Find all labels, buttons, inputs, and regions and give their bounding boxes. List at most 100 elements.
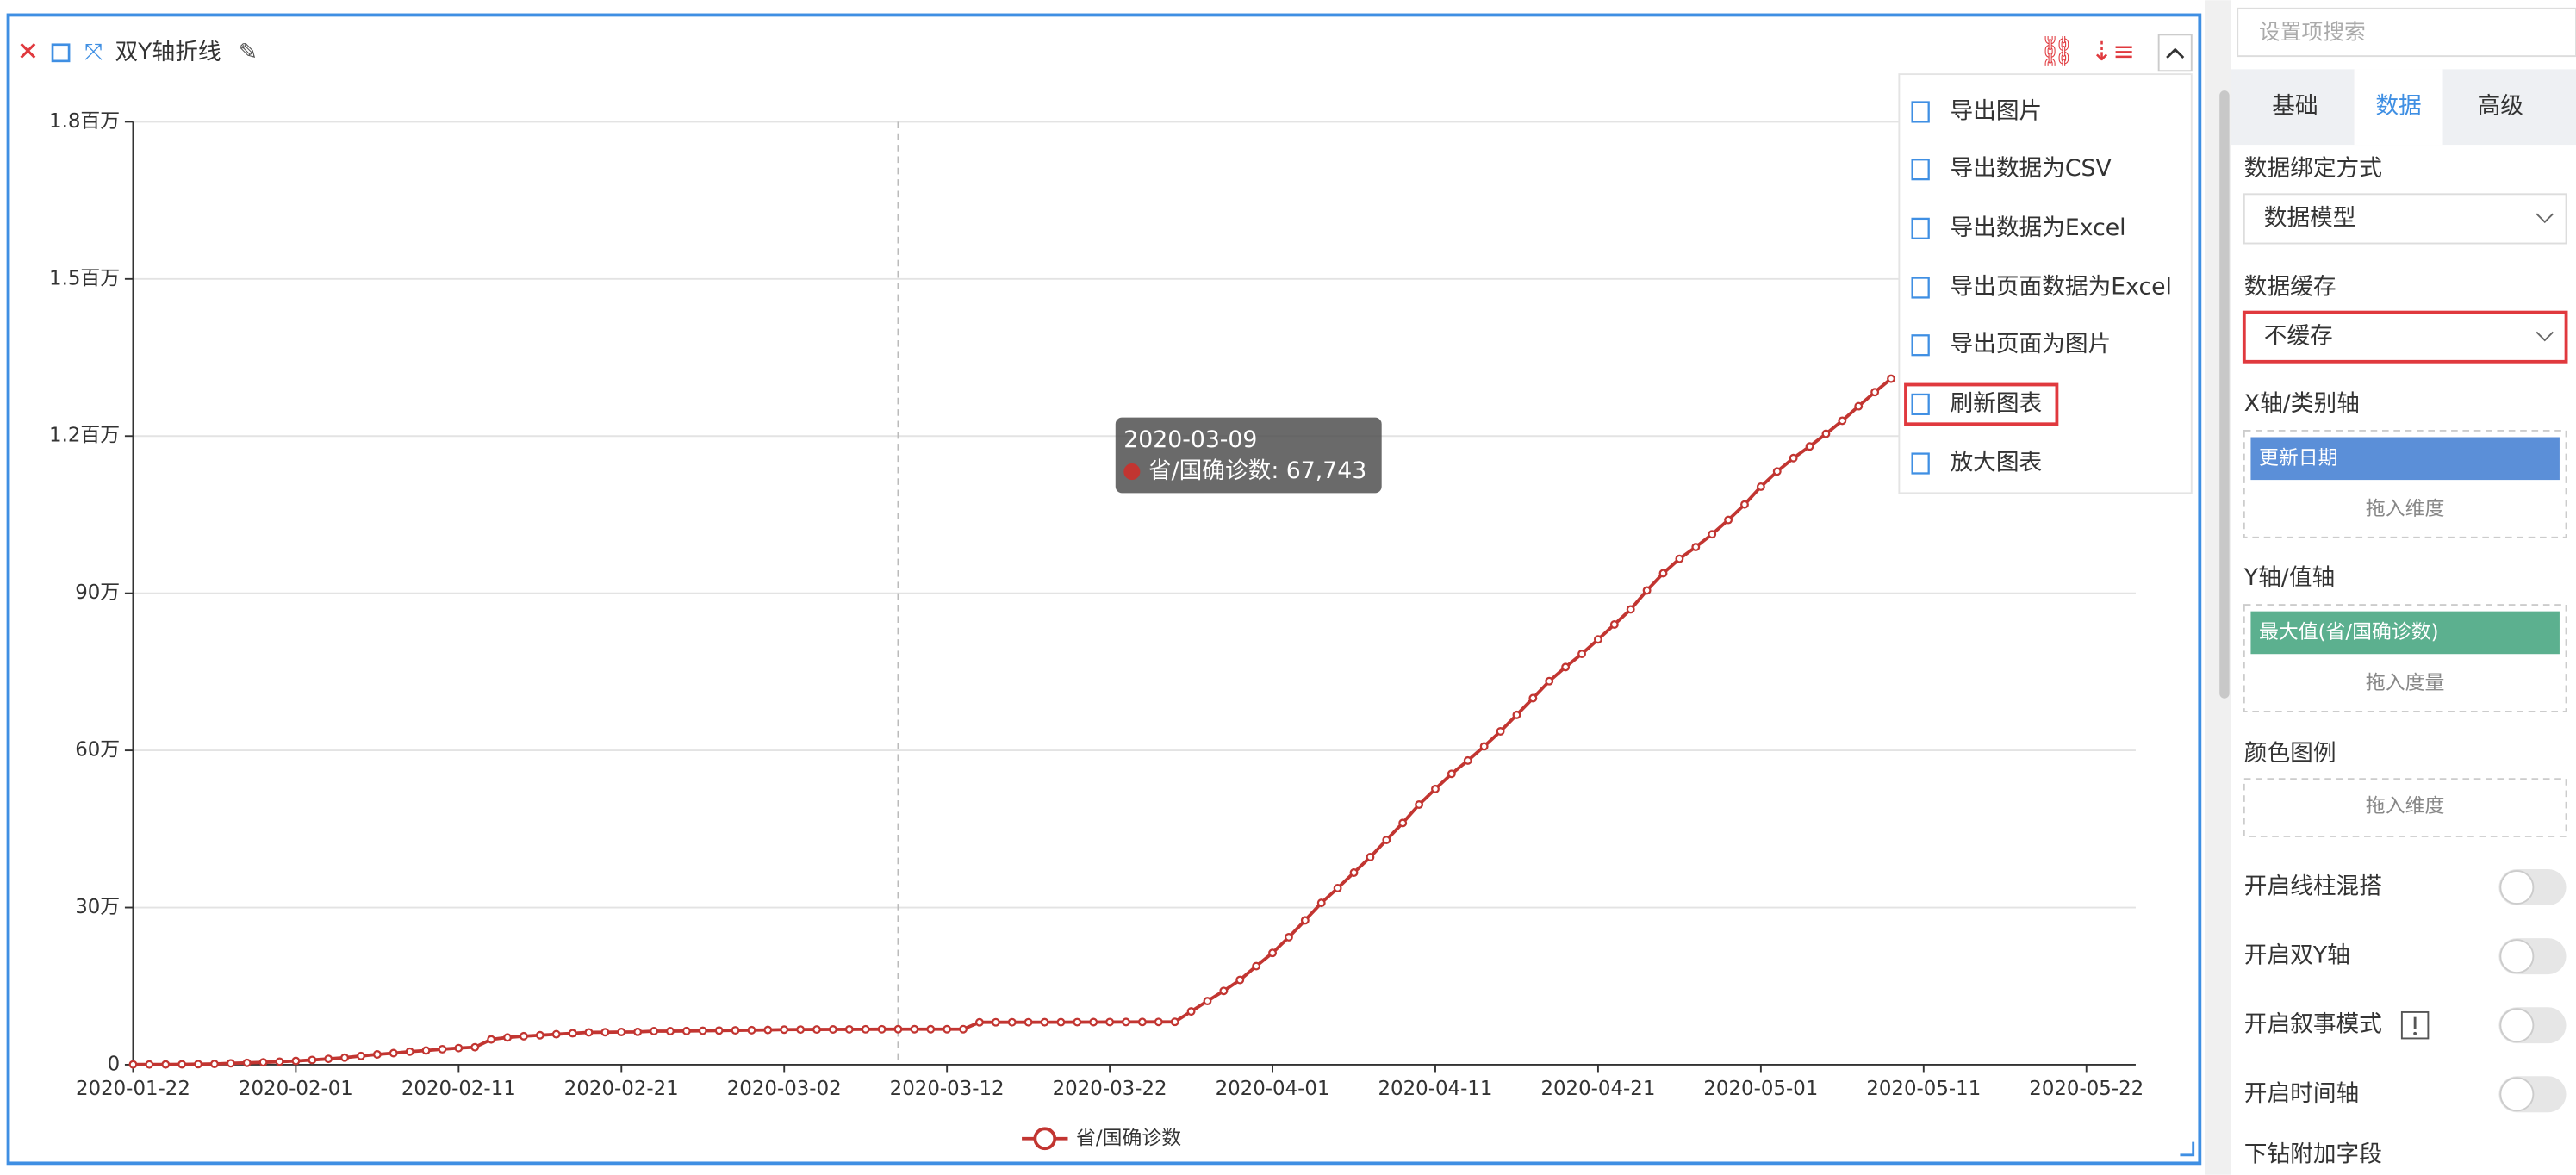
drop-placeholder: 拖入度量 <box>2366 672 2445 694</box>
point <box>454 1043 464 1053</box>
point <box>1838 416 1847 426</box>
point <box>258 1058 268 1067</box>
info-icon <box>2400 1010 2430 1040</box>
point <box>1024 1017 1033 1027</box>
point <box>1073 1017 1082 1027</box>
tooltip-title: 2020-03-09 <box>1123 426 1257 453</box>
point <box>1887 374 1895 383</box>
menu-item[interactable]: 导出数据为CSV <box>1950 155 2112 182</box>
point <box>1170 1017 1179 1027</box>
x-tick-label: 2020-03-02 <box>727 1078 842 1100</box>
select[interactable] <box>2243 193 2567 245</box>
search-placeholder: 设置项搜索 <box>2259 19 2366 44</box>
tab[interactable]: 基础 <box>2272 93 2318 120</box>
link-icon[interactable]: ⛓ <box>2038 34 2076 69</box>
point <box>681 1026 691 1035</box>
y-tick-label: 60万 <box>75 739 120 762</box>
field-chip-label: 更新日期 <box>2259 447 2338 469</box>
field-chip[interactable] <box>2250 437 2560 481</box>
point <box>1040 1017 1049 1027</box>
point <box>177 1060 187 1069</box>
edit-icon[interactable]: ✎ <box>239 39 258 65</box>
scroll-thumb[interactable] <box>2219 90 2230 699</box>
point <box>1821 429 1831 438</box>
expand-icon[interactable]: ⤧ <box>84 39 103 65</box>
x-tick-label: 2020-03-12 <box>890 1078 1005 1100</box>
point <box>1316 898 1326 908</box>
point <box>1805 442 1814 451</box>
point <box>470 1042 480 1052</box>
select-value: 不缓存 <box>2264 323 2333 350</box>
field-label: 数据绑定方式 <box>2244 155 2382 182</box>
point <box>1105 1017 1115 1027</box>
field-chip[interactable] <box>2250 611 2560 655</box>
field-label: 开启双Y轴 <box>2244 942 2350 969</box>
sort-icon[interactable]: ⇣≡ <box>2091 37 2135 67</box>
menu-item[interactable]: 导出页面为图片 <box>1950 331 2111 357</box>
search-box[interactable] <box>2237 7 2576 58</box>
point <box>1479 742 1489 751</box>
point <box>763 1025 773 1035</box>
y-tick-label: 1.8百万 <box>49 110 120 133</box>
tooltip <box>1115 417 1382 494</box>
menu-icon <box>1911 334 1930 357</box>
point <box>324 1054 333 1064</box>
point <box>421 1046 431 1055</box>
menu-item[interactable]: 导出图片 <box>1950 97 2042 124</box>
menu-item[interactable]: 放大图表 <box>1950 450 2042 476</box>
menu-item[interactable]: 导出数据为Excel <box>1950 214 2125 241</box>
plot: 0 30万 60万 90万 1.2百万 1.5百万 1.8百万 2020-01-22 2020-… <box>49 110 2195 1157</box>
field-label: Y轴/值轴 <box>2243 564 2335 591</box>
point <box>1415 800 1424 809</box>
point <box>666 1027 675 1035</box>
point <box>893 1024 903 1034</box>
point <box>1675 554 1684 563</box>
drop-placeholder: 拖入维度 <box>2366 795 2445 818</box>
point <box>1561 662 1571 672</box>
point <box>1789 453 1798 463</box>
point <box>161 1060 171 1069</box>
point <box>698 1026 707 1035</box>
menu-icon <box>1911 452 1930 475</box>
point <box>1626 605 1635 614</box>
menu-item[interactable]: 导出页面数据为Excel <box>1950 273 2172 300</box>
close-icon[interactable]: ✕ <box>17 37 40 67</box>
menu-item[interactable]: 刷新图表 <box>1950 390 2042 417</box>
point <box>1203 997 1212 1006</box>
point <box>1593 635 1602 644</box>
resize-handle <box>2180 1141 2195 1157</box>
point <box>1235 975 1245 985</box>
point <box>405 1047 414 1056</box>
point <box>1056 1017 1066 1027</box>
point <box>1382 836 1391 845</box>
point <box>1007 1017 1017 1027</box>
point <box>910 1024 919 1034</box>
point <box>535 1030 544 1040</box>
point <box>796 1025 806 1035</box>
point <box>600 1028 610 1037</box>
point <box>1431 784 1440 793</box>
legend-label[interactable]: 省/国确诊数 <box>1076 1127 1181 1149</box>
y-tick-label: 1.2百万 <box>49 425 120 447</box>
point <box>372 1050 382 1059</box>
copy-icon[interactable] <box>51 43 71 63</box>
widget-title: 双Y轴折线 <box>115 39 221 65</box>
point <box>877 1024 887 1034</box>
select[interactable] <box>2242 310 2568 364</box>
point <box>242 1058 252 1067</box>
legend-marker <box>1033 1127 1057 1151</box>
menu-icon <box>1911 101 1930 123</box>
point <box>1447 769 1456 779</box>
drop-zone <box>2243 778 2567 837</box>
info-dot <box>2413 1031 2417 1035</box>
point <box>226 1059 235 1068</box>
tab[interactable]: 高级 <box>2478 93 2523 120</box>
collapse-button[interactable] <box>2157 34 2193 72</box>
point <box>487 1035 496 1044</box>
tab[interactable]: 数据 <box>2375 93 2421 120</box>
x-tick-label: 2020-02-01 <box>239 1078 353 1100</box>
active-tab <box>2354 69 2443 146</box>
